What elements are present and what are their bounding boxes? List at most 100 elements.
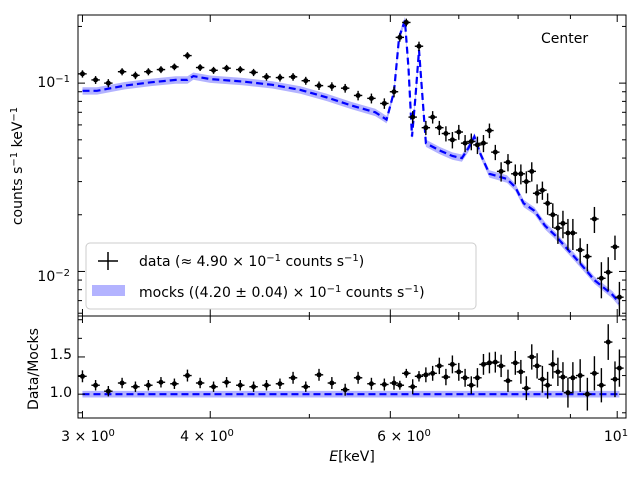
ratio-point: [131, 381, 140, 392]
data-point: [479, 135, 488, 153]
ratio-point: [395, 380, 405, 390]
data-marker: [184, 53, 190, 59]
data-marker: [403, 19, 409, 25]
data-point: [548, 203, 557, 229]
ratio-point: [222, 377, 231, 388]
data-marker: [171, 64, 177, 70]
ratio-marker: [410, 384, 416, 390]
data-point: [209, 66, 218, 74]
ratio-point: [421, 367, 431, 383]
ratio-marker: [119, 380, 125, 386]
ratio-panel: [77, 315, 627, 419]
data-marker: [462, 140, 468, 146]
data-marker: [518, 171, 524, 177]
data-marker: [584, 254, 590, 260]
data-point: [340, 83, 350, 93]
legend-data-marker: [98, 252, 118, 270]
data-point: [414, 41, 424, 52]
data-point: [590, 206, 599, 234]
ratio-point: [183, 369, 192, 382]
data-marker: [93, 77, 99, 83]
ratio-point: [104, 385, 113, 397]
ytick-label-main-2: 10−2: [37, 268, 70, 286]
ratio-point: [428, 365, 437, 381]
data-point: [558, 210, 568, 239]
ratio-marker: [591, 370, 597, 376]
data-point: [389, 86, 399, 98]
ratio-point: [454, 362, 463, 381]
ratio-point: [590, 356, 599, 391]
ratio-point: [479, 353, 488, 375]
ratio-point: [144, 380, 153, 391]
ratio-marker: [505, 378, 511, 384]
ratio-marker: [263, 382, 269, 388]
ratio-point: [532, 353, 542, 379]
data-marker: [224, 65, 230, 71]
ratio-marker: [492, 359, 498, 365]
data-marker: [598, 275, 604, 281]
ratio-point: [511, 350, 520, 375]
data-marker: [277, 75, 283, 81]
data-point: [448, 132, 457, 149]
data-marker: [480, 140, 486, 146]
ratio-marker: [584, 391, 590, 397]
data-point: [553, 214, 563, 244]
data-marker: [616, 294, 622, 300]
ratio-marker: [145, 382, 151, 388]
ratio-point: [583, 377, 592, 411]
data-point: [380, 98, 389, 109]
data-marker: [430, 114, 436, 120]
ytick-label-ratio-2: 1.5: [50, 347, 72, 363]
legend-frame: [85, 242, 477, 310]
ratio-marker: [416, 373, 422, 379]
data-marker: [486, 128, 492, 134]
data-marker: [565, 230, 571, 236]
data-point: [367, 93, 376, 104]
data-point: [170, 63, 179, 71]
ratio-point: [538, 365, 547, 393]
data-point: [117, 68, 127, 76]
ratio-frame: [77, 315, 627, 419]
data-point: [395, 33, 405, 42]
data-point: [522, 171, 531, 194]
data-point: [408, 111, 417, 124]
data-marker: [329, 83, 335, 89]
data-marker: [316, 83, 322, 89]
data-marker: [397, 34, 403, 40]
data-marker: [355, 92, 361, 98]
xtick-label-4: 4 × 100: [180, 428, 234, 446]
ratio-point: [575, 359, 585, 392]
data-point: [527, 162, 536, 182]
ratio-marker: [355, 375, 361, 381]
ytick-label-main-1: 10−1: [37, 74, 70, 92]
data-point: [532, 184, 542, 204]
ratio-marker: [518, 369, 524, 375]
data-marker: [545, 200, 551, 206]
ratio-point: [117, 377, 127, 389]
legend-mocks-swatch: [92, 285, 125, 296]
data-point: [183, 52, 192, 60]
mocks-model-line: [82, 20, 621, 304]
data-marker: [105, 80, 111, 86]
ratio-marker: [403, 370, 409, 376]
ratio-point: [170, 378, 179, 389]
data-point: [597, 262, 606, 299]
data-marker: [529, 168, 535, 174]
data-marker: [534, 190, 540, 196]
ratio-point: [615, 349, 624, 387]
data-point: [563, 218, 573, 250]
ratio-marker: [391, 380, 397, 386]
data-marker: [539, 187, 545, 193]
data-point: [402, 18, 411, 27]
ratio-point: [527, 344, 536, 370]
xlabel: E[keV]: [329, 449, 375, 465]
ratio-marker: [462, 375, 468, 381]
data-marker: [555, 225, 561, 231]
ratio-point: [558, 362, 568, 392]
ratio-marker: [456, 369, 462, 375]
ratio-marker: [550, 361, 556, 367]
ratio-marker: [303, 384, 309, 390]
data-marker: [132, 72, 138, 78]
data-marker: [436, 125, 442, 131]
